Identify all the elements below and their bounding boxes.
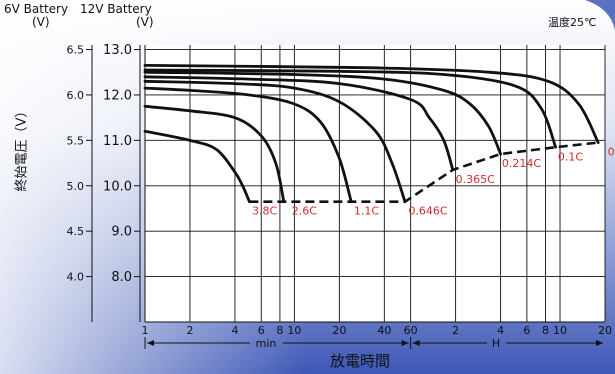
curve-annotations: 3.8C 2.6C 1.1C 0.646C 0.365C 0.214C 0.1C 0.054C	[252, 146, 615, 218]
cutoff-line	[249, 141, 599, 203]
discharge-curve-1_1C	[143, 86, 353, 204]
x-tick-label: 10	[287, 324, 301, 337]
x-tick-label: 20	[598, 324, 612, 337]
x-tick-label: 40	[377, 324, 391, 337]
discharge-curve-0_646C	[143, 79, 407, 204]
x-tick-label: 4	[497, 324, 504, 337]
x-tick-label: 20	[332, 324, 346, 337]
x-axis-title: 放電時間	[330, 352, 391, 370]
discharge-curve-2_6C	[143, 104, 286, 204]
y-tick-label-6v: 4.5	[67, 225, 85, 238]
header-6v-label: 6V Battery	[4, 2, 69, 16]
discharge-curve-0_1C	[143, 68, 557, 149]
temperature-label: 温度25℃	[548, 16, 597, 29]
annotation-label: 0.365C	[456, 173, 495, 186]
x-tick-label: 2	[186, 324, 193, 337]
y-tick-label-12v: 13.0	[103, 43, 132, 58]
x-tick-label: 6	[258, 324, 265, 337]
x-tick-label: 8	[276, 324, 283, 337]
x-tick-label: 2	[452, 324, 459, 337]
range-h-label: H	[492, 337, 500, 350]
range-h-arrow-left	[412, 340, 420, 346]
discharge-curve-0_214C	[143, 70, 502, 156]
annotation-label: 0.1C	[558, 150, 583, 163]
annotation-label: 0.054C	[608, 146, 615, 159]
discharge-curve-0_054C	[143, 64, 600, 144]
annotation-label: 3.8C	[252, 205, 277, 218]
cutoff-voltage-line	[249, 141, 599, 203]
x-tick-label: 1	[142, 324, 149, 337]
x-tick-label: 4	[231, 324, 238, 337]
discharge-curve-0_365C	[143, 75, 455, 172]
range-min-label: min	[256, 337, 277, 350]
x-tick-label: 8	[542, 324, 549, 337]
unit-12v-label: (V)	[136, 15, 154, 29]
y-tick-label-6v: 5.0	[67, 180, 85, 193]
y-tick-label-6v: 5.5	[67, 134, 85, 147]
discharge-curve-3_8C	[143, 129, 251, 204]
y-tick-label-6v: 6.5	[67, 44, 85, 57]
range-h-arrow-right	[596, 340, 603, 346]
y-tick-label-12v: 9.0	[111, 225, 132, 240]
x-range-markers: min H	[144, 337, 603, 350]
annotation-label: 0.646C	[408, 205, 447, 218]
annotation-label: 1.1C	[354, 205, 379, 218]
y-tick-label-6v: 6.0	[67, 89, 85, 102]
y-tick-label-12v: 11.0	[103, 134, 132, 149]
y-tick-label-12v: 10.0	[103, 179, 132, 194]
annotation-label: 2.6C	[292, 205, 317, 218]
range-min-arrow-left	[147, 340, 154, 346]
x-ticks: 1 2 4 6 8 10 20 40 60 2 4 6 8 10 20	[142, 324, 613, 337]
y-tick-label-12v: 12.0	[103, 88, 132, 103]
y-ticks: 4.0 8.0 4.5 9.0 5.0 10.0 5.5 11.0 6.0 12.0 6.5 13.0	[67, 43, 140, 285]
y-tick-label-6v: 4.0	[67, 271, 85, 284]
x-tick-label: 6	[523, 324, 530, 337]
y-tick-label-12v: 8.0	[111, 270, 132, 285]
x-tick-label: 60	[404, 324, 418, 337]
plot-area	[145, 45, 605, 322]
unit-6v-label: (V)	[32, 15, 50, 29]
range-min-arrow-right	[401, 340, 409, 346]
header-12v-label: 12V Battery	[80, 2, 152, 16]
x-tick-label: 10	[553, 324, 567, 337]
annotation-label: 0.214C	[502, 157, 541, 170]
series-curves	[143, 64, 600, 204]
